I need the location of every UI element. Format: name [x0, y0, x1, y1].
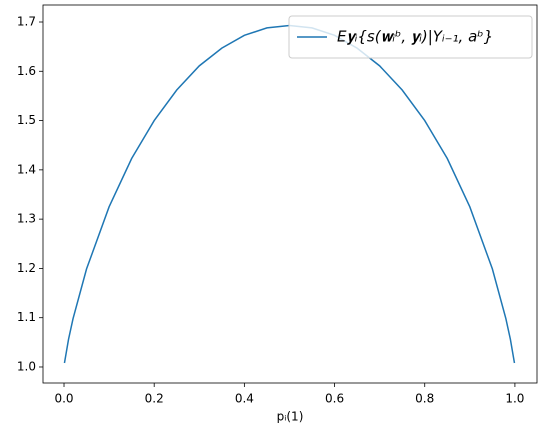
x-tick-label: 1.0: [505, 392, 524, 406]
y-tick-label: 1.3: [17, 212, 36, 226]
x-tick-label: 0.2: [145, 392, 164, 406]
x-axis-label: pᵢ(1): [277, 410, 304, 424]
axes-frame: [42, 4, 538, 384]
x-tick-label: 0.8: [415, 392, 434, 406]
line: [63, 24, 516, 364]
legend-box: [288, 15, 533, 59]
y-tick-label: 1.1: [17, 310, 36, 324]
y-tick-label: 1.2: [17, 261, 36, 275]
y-tick-label: 1.6: [17, 64, 36, 78]
x-tick-label: 0.0: [54, 392, 73, 406]
x-tick-label: 0.4: [235, 392, 254, 406]
y-tick-label: 1.0: [17, 359, 36, 373]
y-tick-label: 1.7: [17, 15, 36, 29]
y-tick-label: 1.4: [17, 162, 36, 176]
y-tick-label: 1.5: [17, 113, 36, 127]
x-tick-label: 0.6: [325, 392, 344, 406]
legend-label: E𝐲ᵢ{s(𝐰ᵢᵇ, 𝐲ᵢ)|Yᵢ₋₁, aᵇ}: [337, 28, 493, 46]
